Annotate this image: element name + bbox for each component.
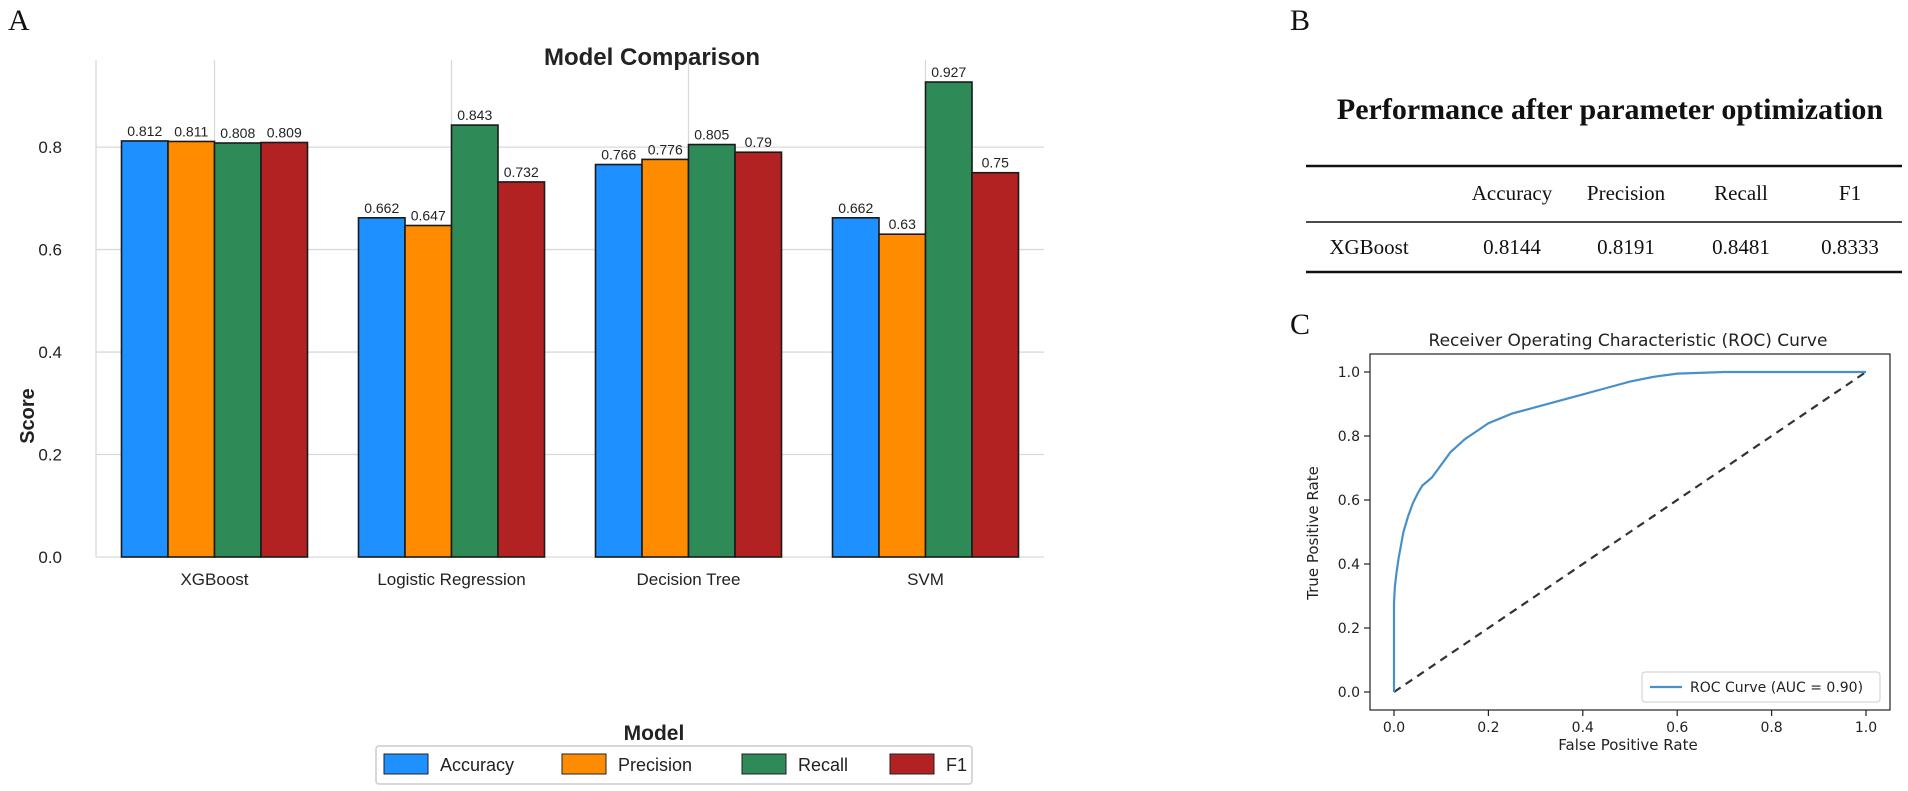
roc-title: Receiver Operating Characteristic (ROC) … xyxy=(1429,331,1828,351)
bar-precision-svm xyxy=(878,233,927,558)
bar-x-ticks: XGBoost Logistic Regression Decision Tree S… xyxy=(180,570,943,589)
legend-box xyxy=(375,745,973,785)
bar-recall-xgboost xyxy=(213,142,262,558)
bar-data-labels: 0.812 0.811 0.808 0.809 0.662 0.647 0.843 0.732… xyxy=(127,64,1009,232)
bar-x-tick-label: Logistic Regression xyxy=(377,570,525,589)
bar-accuracy-decision-tree xyxy=(594,163,643,558)
bar-f1-decision-tree xyxy=(734,151,783,558)
table-cell-accuracy: 0.8144 xyxy=(1483,235,1541,259)
bar-data-label: 0.805 xyxy=(694,127,729,143)
panel-letter-a: A xyxy=(8,4,30,37)
table-header-recall: Recall xyxy=(1714,181,1768,205)
legend-label-recall: Recall xyxy=(798,755,848,775)
bar-accuracy-svm xyxy=(831,217,880,558)
bar-accuracy-xgboost xyxy=(120,140,169,558)
bar-data-label: 0.63 xyxy=(889,216,916,232)
roc-x-tick-label: 1.0 xyxy=(1855,720,1877,736)
legend-label-f1: F1 xyxy=(946,755,967,775)
bar-precision-logistic-regression xyxy=(404,224,453,558)
roc-x-ticks: 0.0 0.2 0.4 0.6 0.8 1.0 xyxy=(1383,710,1877,736)
roc-y-tick-label: 0.0 xyxy=(1338,685,1360,701)
table-header-accuracy: Accuracy xyxy=(1472,181,1553,205)
performance-table: Performance after parameter optimization… xyxy=(1306,93,1902,274)
bar-x-tick-label: Decision Tree xyxy=(637,570,741,589)
table-cell-precision: 0.8191 xyxy=(1597,235,1655,259)
bar-x-tick-label: SVM xyxy=(907,570,944,589)
roc-y-tick-label: 1.0 xyxy=(1338,365,1360,381)
roc-y-tick-label: 0.4 xyxy=(1338,557,1360,573)
legend-swatch-recall xyxy=(741,753,787,775)
bar-recall-svm xyxy=(924,81,973,558)
legend-label-accuracy: Accuracy xyxy=(440,755,514,775)
roc-y-tick-label: 0.8 xyxy=(1338,429,1360,445)
bar-data-label: 0.79 xyxy=(745,134,772,150)
bar-y-tick-label: 0.8 xyxy=(38,138,62,157)
bar-x-axis-label: Model xyxy=(624,722,685,745)
panel-letter-c: C xyxy=(1290,308,1310,341)
table-cell-recall: 0.8481 xyxy=(1712,235,1770,259)
legend-label-precision: Precision xyxy=(618,755,692,775)
roc-x-tick-label: 0.0 xyxy=(1383,720,1405,736)
bar-chart: Model Comparison 0.00.20.40.60.8 0.812 0.… xyxy=(17,44,1044,785)
bar-legend: Accuracy Precision Recall F1 xyxy=(375,745,973,785)
bar-data-label: 0.732 xyxy=(504,164,539,180)
table-cell-f1: 0.8333 xyxy=(1821,235,1879,259)
bar-data-label: 0.647 xyxy=(411,207,446,223)
bar-data-label: 0.811 xyxy=(174,123,208,139)
roc-plot-frame xyxy=(1369,353,1891,711)
bar-x-tick-label: XGBoost xyxy=(180,570,248,589)
roc-curve-line xyxy=(1392,370,1866,692)
roc-chart: Receiver Operating Characteristic (ROC) … xyxy=(1304,331,1891,754)
table-title: Performance after parameter optimization xyxy=(1337,93,1883,126)
bar-data-label: 0.75 xyxy=(982,155,1009,171)
bar-data-label: 0.843 xyxy=(457,107,492,123)
bar-chart-title: Model Comparison xyxy=(544,44,760,71)
legend-swatch-f1 xyxy=(889,753,935,775)
bar-data-label: 0.766 xyxy=(601,147,636,163)
bar-data-label: 0.812 xyxy=(127,123,162,139)
roc-x-tick-label: 0.6 xyxy=(1666,720,1688,736)
roc-x-tick-label: 0.4 xyxy=(1572,720,1594,736)
roc-y-tick-label: 0.6 xyxy=(1338,493,1360,509)
bar-data-label: 0.927 xyxy=(931,64,966,80)
roc-chance-line xyxy=(1393,371,1867,693)
bar-y-tick-label: 0.6 xyxy=(38,241,62,260)
bar-data-label: 0.776 xyxy=(648,141,683,157)
table-cell-model: XGBoost xyxy=(1329,235,1409,259)
bar-data-label: 0.808 xyxy=(220,125,255,141)
bar-data-label: 0.809 xyxy=(267,124,302,140)
panel-letter-b: B xyxy=(1290,4,1310,37)
roc-x-tick-label: 0.8 xyxy=(1760,720,1782,736)
bar-series xyxy=(120,81,1020,558)
table-header-f1: F1 xyxy=(1839,181,1861,205)
bar-data-label: 0.662 xyxy=(364,200,399,216)
bar-y-tick-label: 0.4 xyxy=(38,343,62,362)
bar-y-tick-label: 0.2 xyxy=(38,446,62,465)
roc-y-axis-label: True Positive Rate xyxy=(1304,466,1322,601)
bar-precision-xgboost xyxy=(167,140,216,558)
roc-legend: ROC Curve (AUC = 0.90) xyxy=(1641,671,1881,703)
bar-y-ticks: 0.0 0.2 0.4 0.6 0.8 xyxy=(38,138,62,567)
table-header-precision: Precision xyxy=(1587,181,1666,205)
roc-x-tick-label: 0.2 xyxy=(1477,720,1499,736)
legend-swatch-accuracy xyxy=(383,753,429,775)
roc-legend-box xyxy=(1641,671,1881,703)
bar-f1-logistic-regression xyxy=(497,181,546,558)
bar-precision-decision-tree xyxy=(641,158,690,558)
roc-x-axis-label: False Positive Rate xyxy=(1558,736,1697,754)
bar-f1-svm xyxy=(971,171,1020,558)
legend-swatch-precision xyxy=(561,753,607,775)
bar-recall-logistic-regression xyxy=(450,124,499,558)
bar-accuracy-logistic-regression xyxy=(357,217,406,558)
bar-f1-xgboost xyxy=(260,141,309,558)
roc-y-tick-label: 0.2 xyxy=(1338,621,1360,637)
bar-data-label: 0.662 xyxy=(838,200,873,216)
roc-y-ticks: 0.0 0.2 0.4 0.6 0.8 1.0 xyxy=(1338,365,1370,701)
bar-y-tick-label: 0.0 xyxy=(38,548,62,567)
bar-y-axis-label: Score xyxy=(17,388,39,444)
roc-legend-label: ROC Curve (AUC = 0.90) xyxy=(1690,680,1863,696)
bar-recall-decision-tree xyxy=(687,143,736,558)
